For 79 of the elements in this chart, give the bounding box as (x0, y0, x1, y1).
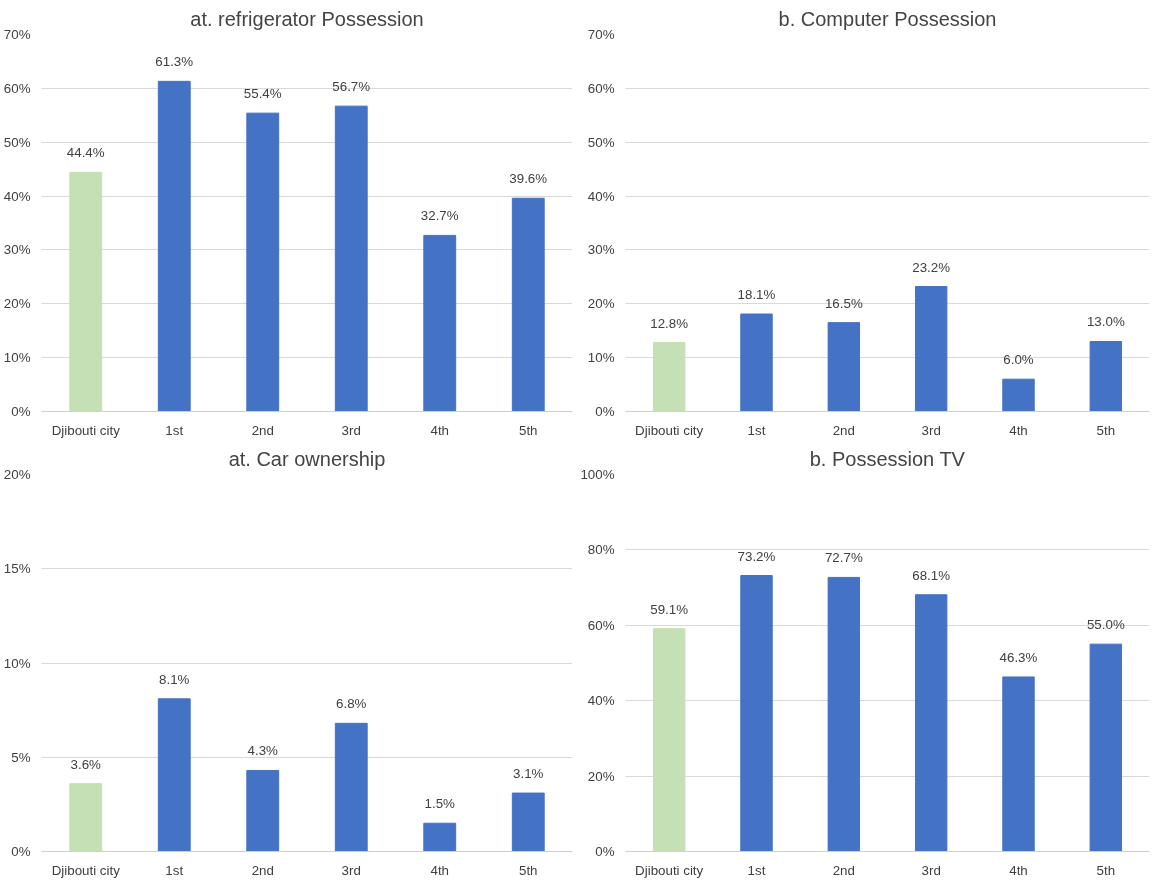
data-label: 3.1% (513, 766, 544, 782)
y-tick-label: 20% (3, 296, 31, 312)
data-label: 46.3% (999, 649, 1038, 665)
chart-title: b. Possession TV (809, 447, 966, 470)
x-tick-label: 1st (747, 862, 766, 878)
x-tick-label: 2nd (251, 862, 274, 878)
x-tick-label: 4th (1009, 422, 1028, 438)
y-tick-label: 50% (3, 134, 31, 150)
y-tick-label: 70% (587, 27, 615, 42)
x-tick-label: 5th (1096, 862, 1116, 878)
data-label: 72.7% (824, 550, 863, 566)
data-label: 56.7% (332, 79, 371, 95)
x-tick-label: 3rd (341, 422, 361, 438)
x-tick-label: 3rd (921, 862, 941, 878)
x-tick-label: 1st (747, 422, 766, 438)
x-tick-label: 4th (430, 862, 450, 878)
data-label: 32.7% (420, 208, 459, 224)
x-tick-label: 4th (430, 422, 450, 438)
y-tick-label: 70% (3, 27, 31, 42)
y-tick-label: 5% (11, 749, 31, 765)
data-label: 16.5% (824, 295, 863, 311)
data-label: 44.4% (66, 145, 105, 161)
y-tick-label: 40% (587, 693, 615, 709)
x-tick-label: Djibouti city (635, 862, 704, 878)
data-label: 39.6% (509, 171, 548, 187)
y-tick-label: 60% (587, 80, 615, 96)
data-label: 61.3% (155, 54, 194, 70)
y-tick-label: 10% (587, 350, 615, 366)
y-tick-label: 60% (587, 617, 615, 633)
y-tick-label: 15% (3, 561, 31, 577)
x-tick-label: 5th (518, 422, 538, 438)
y-tick-label: 60% (3, 80, 31, 96)
data-label: 73.2% (737, 548, 776, 564)
data-label: 59.1% (650, 601, 689, 617)
x-tick-label: 1st (165, 862, 184, 878)
data-label: 6.8% (336, 696, 367, 712)
data-label: 18.1% (737, 287, 776, 303)
x-tick-label: 2nd (832, 862, 855, 878)
data-label: 23.2% (912, 259, 951, 275)
x-tick-label: 4th (1009, 862, 1028, 878)
y-tick-label: 20% (3, 467, 31, 482)
x-tick-label: 3rd (341, 862, 361, 878)
y-tick-label: 20% (587, 296, 615, 312)
data-label: 6.0% (1003, 352, 1034, 368)
x-tick-label: 3rd (921, 422, 941, 438)
data-label: 55.0% (1086, 617, 1125, 633)
y-tick-label: 80% (587, 542, 615, 558)
data-label: 3.6% (70, 756, 102, 772)
data-label: 55.4% (243, 86, 282, 102)
data-label: 4.3% (247, 743, 279, 759)
chart-title: b. Computer Possession (778, 7, 997, 30)
y-tick-label: 50% (587, 134, 615, 150)
x-tick-label: 2nd (832, 422, 855, 438)
y-tick-label: 30% (587, 242, 615, 258)
x-tick-label: 5th (1096, 422, 1116, 438)
y-tick-label: 0% (11, 404, 31, 419)
x-tick-label: Djibouti city (51, 862, 121, 878)
data-label: 1.5% (424, 796, 456, 812)
chart-title: at. Car ownership (228, 447, 386, 470)
y-tick-label: 0% (595, 404, 615, 419)
y-tick-label: 10% (3, 350, 31, 366)
y-tick-label: 100% (580, 467, 615, 482)
y-tick-label: 30% (3, 242, 31, 258)
y-tick-label: 40% (3, 188, 31, 204)
y-tick-label: 10% (3, 655, 31, 671)
y-tick-label: 0% (11, 844, 31, 859)
chart-title: at. refrigerator Possession (190, 7, 424, 30)
data-label: 68.1% (912, 567, 951, 583)
y-tick-label: 0% (595, 844, 615, 859)
x-tick-label: 5th (518, 862, 538, 878)
x-tick-label: 1st (165, 422, 184, 438)
data-label: 13.0% (1086, 314, 1125, 330)
y-tick-label: 20% (587, 768, 615, 784)
x-tick-label: 2nd (251, 422, 274, 438)
data-label: 12.8% (650, 315, 689, 331)
x-tick-label: Djibouti city (635, 422, 704, 438)
x-tick-label: Djibouti city (51, 422, 121, 438)
y-tick-label: 40% (587, 188, 615, 204)
data-label: 8.1% (159, 671, 190, 687)
